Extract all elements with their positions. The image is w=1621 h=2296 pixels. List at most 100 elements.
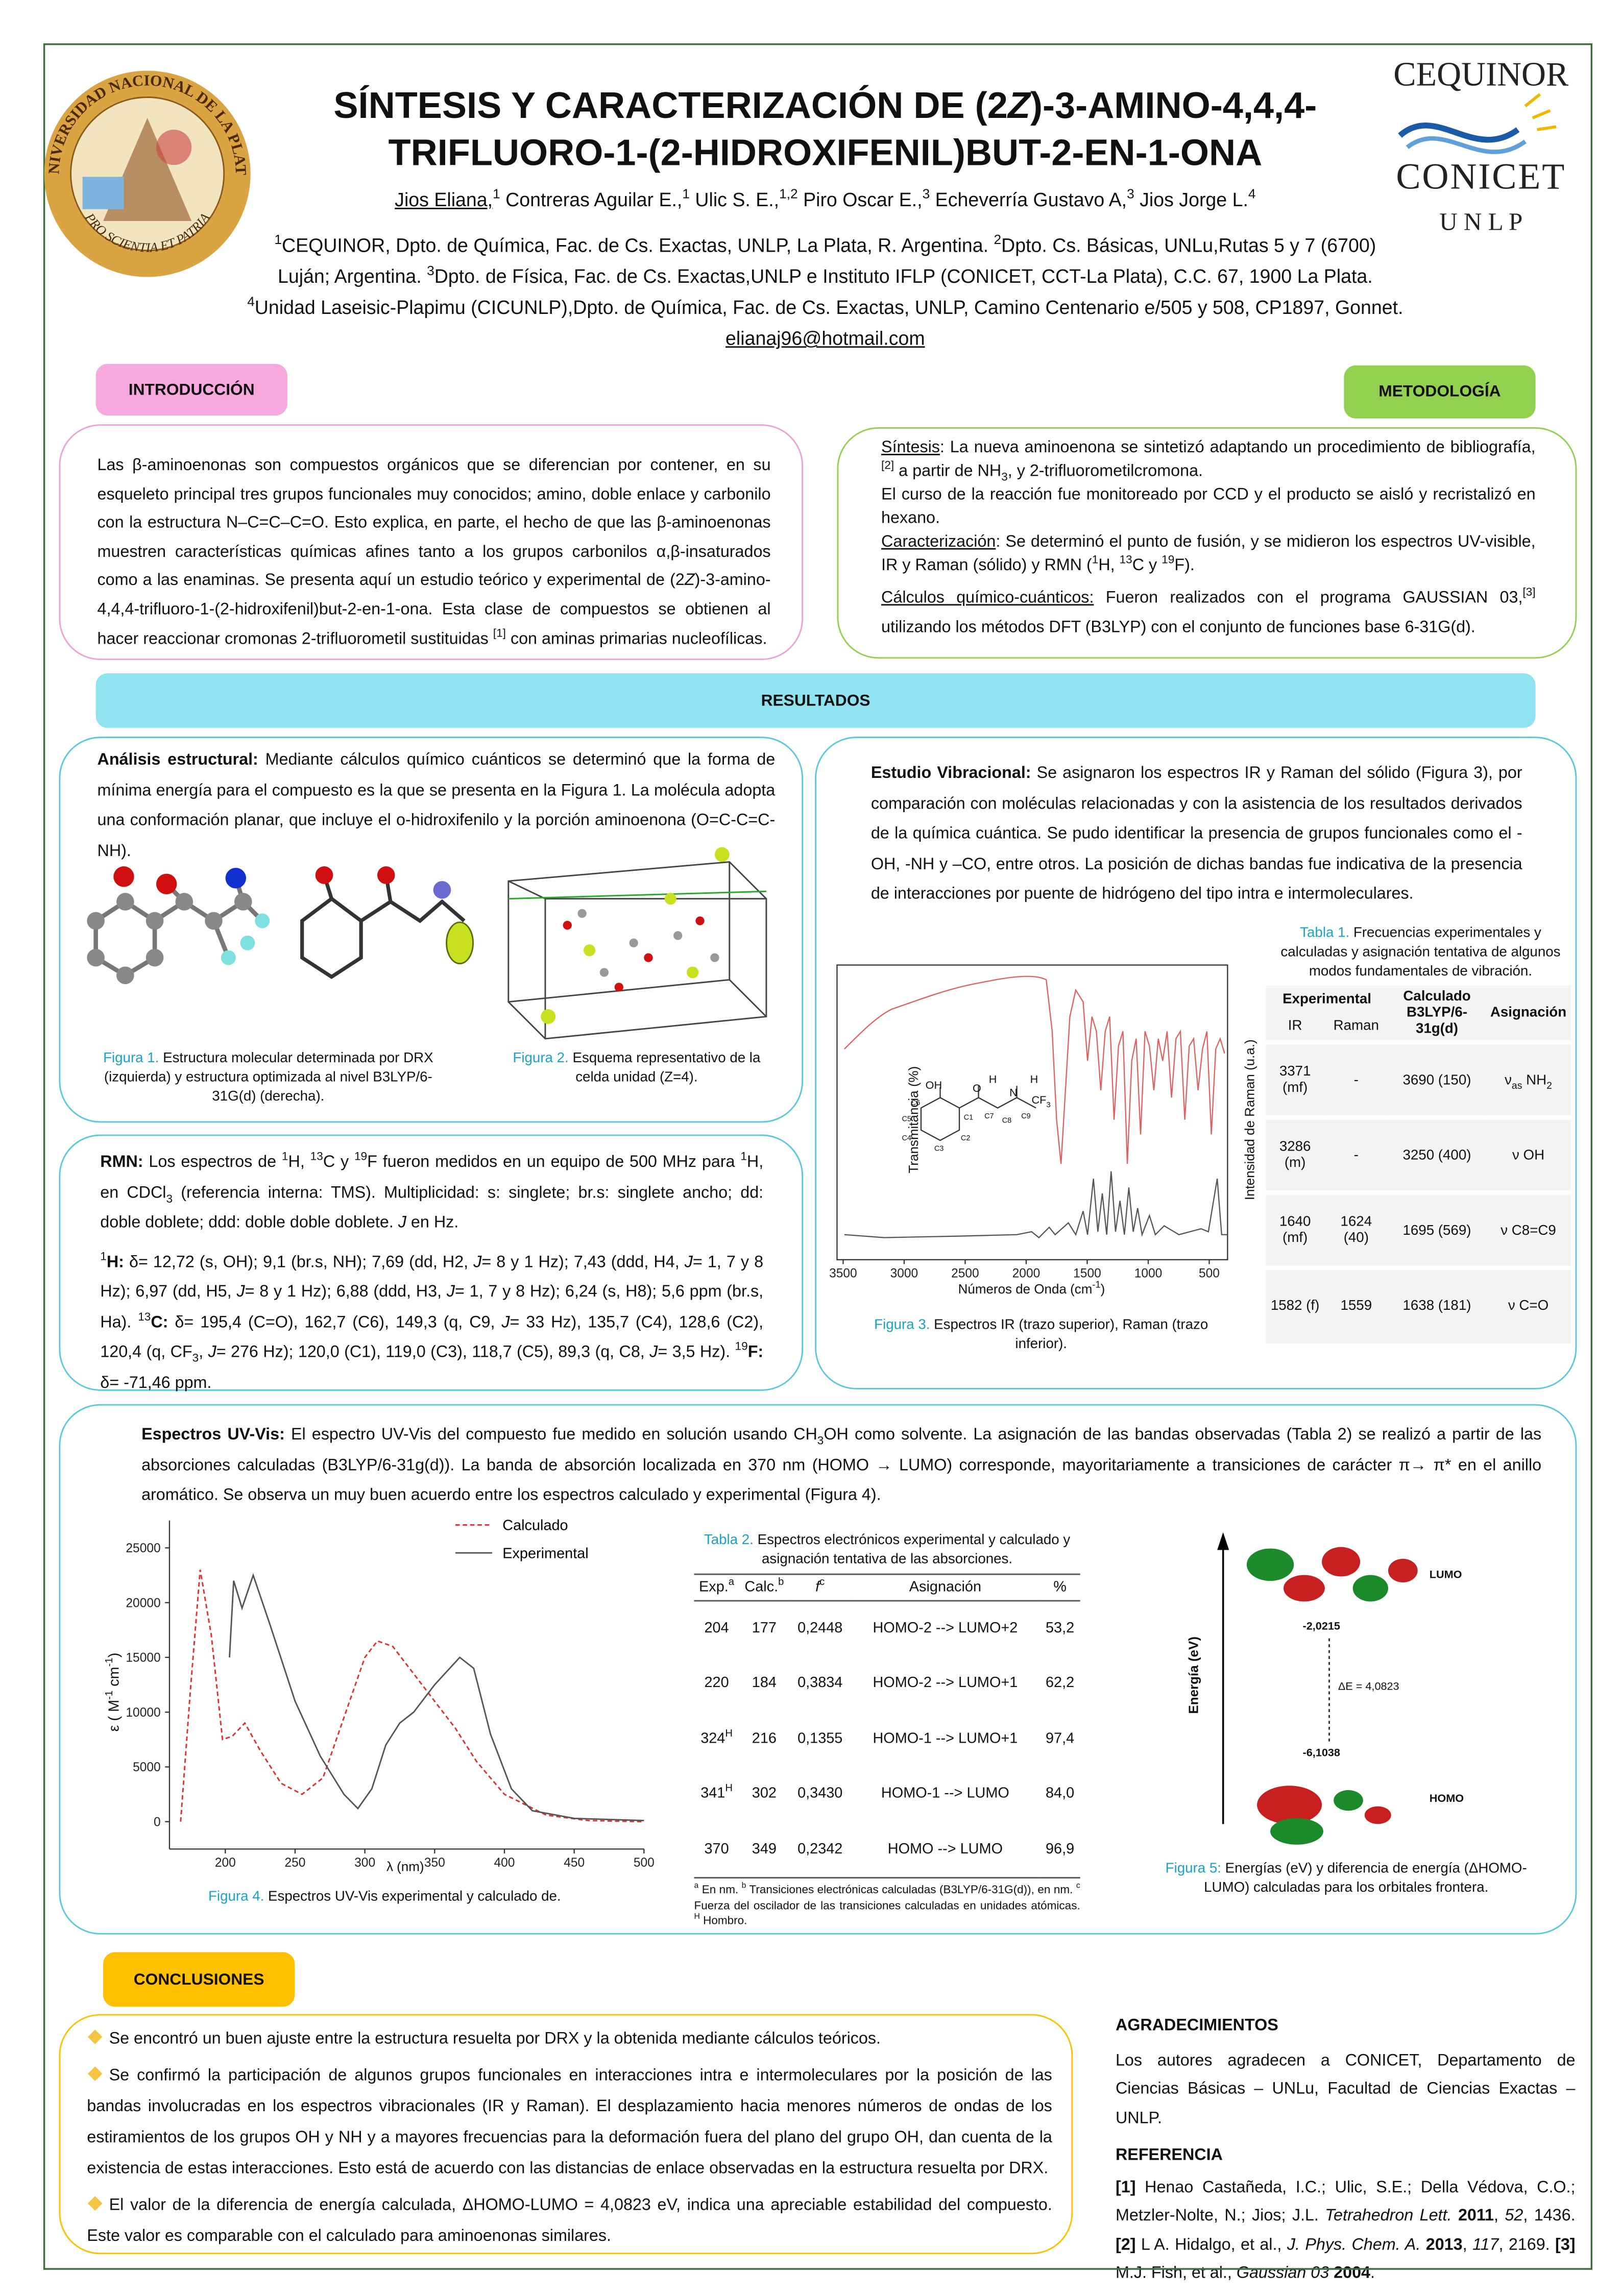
table-header: Raman <box>1333 1018 1379 1035</box>
text-run: : Se determinó el punto de fusión, y se … <box>881 533 1536 575</box>
atom-o <box>377 866 395 884</box>
text-run: 4 <box>247 294 255 309</box>
inset-label: C2 <box>960 1134 971 1143</box>
text-run: 3 <box>1127 186 1134 202</box>
text-run: 324 <box>700 1730 725 1747</box>
text-run: J <box>684 1253 693 1271</box>
text-run: Análisis estructural: <box>97 751 258 769</box>
text-run: )-3-AMINO-4,4,4- <box>1030 85 1317 127</box>
table-cell: 0,2342 <box>797 1841 843 1858</box>
table-cell: HOMO-1 --> LUMO+1 <box>873 1730 1018 1747</box>
methods-box: Síntesis: La nueva aminoenona se sinteti… <box>837 427 1577 659</box>
text-run: a <box>728 1577 735 1588</box>
text-run: H <box>725 1784 733 1795</box>
atom-o <box>156 873 177 895</box>
logo-cequinor: CEQUINOR <box>1393 56 1569 93</box>
x-tick-label: 450 <box>564 1856 585 1870</box>
table-footnote: a En nm. b Transiciones electrónicas cal… <box>694 1883 1080 1929</box>
legend-label: Calculado <box>502 1517 568 1533</box>
text-run: = 1, 7 y 8 Hz); 6,97 (dd, H5, <box>100 1253 764 1301</box>
logo-waves <box>1398 93 1557 154</box>
axis-label: Energía (eV) <box>1186 1636 1201 1714</box>
text-run: NH <box>1522 1071 1547 1088</box>
text-run: δ= -71,46 ppm. <box>100 1374 212 1392</box>
table-cell: 341H <box>694 1767 739 1822</box>
wave <box>1398 123 1520 143</box>
inset-label: C5 <box>902 1115 911 1125</box>
table-cell: 62,2 <box>1045 1675 1075 1692</box>
nmr-box: RMN: Los espectros de 1H, 13C y 19F fuer… <box>59 1134 804 1392</box>
text-run: OH como solvente. La asignación de las b… <box>141 1426 1542 1504</box>
text-run: Gaussian 03 <box>1236 2264 1329 2282</box>
text-run: ν <box>1505 1071 1512 1088</box>
paragraph: Cálculos químico-cuánticos: Fueron reali… <box>881 583 1536 642</box>
text-run: Figura 5: <box>1165 1861 1221 1877</box>
y-tick-label: 0 <box>154 1815 161 1829</box>
text-run: 3 <box>1001 470 1008 484</box>
text-run: J. Phys. Chem. A. <box>1287 2236 1421 2254</box>
paragraph: Caracterización: Se determinó el punto d… <box>881 530 1536 577</box>
atom-n <box>225 868 247 889</box>
table-cell: 0,3834 <box>797 1675 843 1692</box>
table-cell: 324H <box>694 1712 739 1767</box>
table-row: 3286 (m) - 3250 (400) ν OH <box>1266 1117 1571 1192</box>
energy-value: -2,0215 <box>1302 1619 1340 1633</box>
text-run: b <box>741 1882 746 1891</box>
lobe <box>1257 1786 1322 1824</box>
text-run: Se asignaron los espectros IR y Raman de… <box>870 765 1522 903</box>
text-run: , <box>1462 2236 1472 2254</box>
text-run: 1 <box>100 1249 107 1262</box>
x-axis-label: λ (nm) <box>386 1859 424 1874</box>
inset-label: CF3 <box>1031 1093 1050 1110</box>
x-tick-label: 500 <box>1199 1266 1220 1280</box>
table-cell: % <box>1039 1573 1080 1602</box>
table-cell: 1582 (f) <box>1270 1298 1320 1315</box>
text-run: Las β-aminoenonas son compuestos orgánic… <box>97 456 771 590</box>
x-tick-label: 2500 <box>951 1266 979 1280</box>
energy-value: -6,1038 <box>1302 1746 1340 1760</box>
table-cell: 177 <box>752 1621 777 1637</box>
table-cell: ν C=O <box>1508 1298 1549 1315</box>
text-run: 13 <box>138 1309 151 1323</box>
paragraph: El curso de la reacción fue monitoreado … <box>881 483 1536 530</box>
table-cell: 220 <box>704 1675 729 1692</box>
text-run: Figura 1. <box>103 1050 159 1067</box>
text-run: H: <box>106 1253 124 1271</box>
text-run: F fueron medidos en un equipo de 500 MHz… <box>367 1154 741 1171</box>
text-run: Espectros UV-Vis: <box>141 1426 285 1444</box>
inset-label: C8 <box>1002 1116 1012 1126</box>
text-run: 2013 <box>1425 2236 1463 2254</box>
table-cell: HOMO-1 --> LUMO <box>881 1786 1009 1802</box>
table-row: 204 177 0,2448 HOMO-2 --> LUMO+2 53,2 <box>694 1601 1080 1656</box>
structure-box: Análisis estructural: Mediante cálculos … <box>59 737 804 1123</box>
text-run: J <box>473 1253 482 1271</box>
text-run: 52 <box>1505 2207 1523 2225</box>
x-tick-label: 200 <box>215 1856 236 1870</box>
conclusions-box: Se encontró un buen ajuste entre la estr… <box>59 2014 1073 2255</box>
x-tick-label: 400 <box>494 1856 515 1870</box>
text-run: F). <box>1174 557 1195 575</box>
text-run: a <box>694 1882 699 1891</box>
text-run: -1 <box>1092 1280 1101 1291</box>
text-run: J <box>236 1283 245 1301</box>
x-tick-label: 250 <box>284 1856 305 1870</box>
table-cell: fc <box>789 1573 851 1602</box>
text-run: Fuerza del oscilador de las transiciones… <box>694 1898 1080 1912</box>
text-run: Henao Castañeda, I.C.; Ulic, S.E.; Della… <box>1115 2178 1576 2225</box>
table-row: 3371 (mf) - 3690 (150) νas NH2 <box>1266 1042 1571 1117</box>
text-run: 3 <box>427 263 434 278</box>
ir-spectrum <box>844 975 1225 1164</box>
table-cell: νas NH2 <box>1486 1042 1571 1117</box>
figure-caption: Figura 3. Espectros IR (trazo superior),… <box>853 1316 1229 1354</box>
text-run: 1 <box>493 186 500 202</box>
email: elianaj96@hotmail.com <box>725 327 925 350</box>
text-run: = 8 y 1 Hz); 7,43 (ddd, H4, <box>481 1253 685 1271</box>
text-run: , 1436. <box>1523 2207 1576 2225</box>
intro-text: Las β-aminoenonas son compuestos orgánic… <box>98 452 771 654</box>
text-run: Ulic S. E., <box>689 188 780 211</box>
table-cell: 302 <box>752 1786 777 1802</box>
text-run: Z <box>684 572 695 590</box>
table-cell: HOMO --> LUMO <box>887 1841 1003 1858</box>
x-axis-label: Números de Onda (cm-1) <box>884 1280 1179 1297</box>
